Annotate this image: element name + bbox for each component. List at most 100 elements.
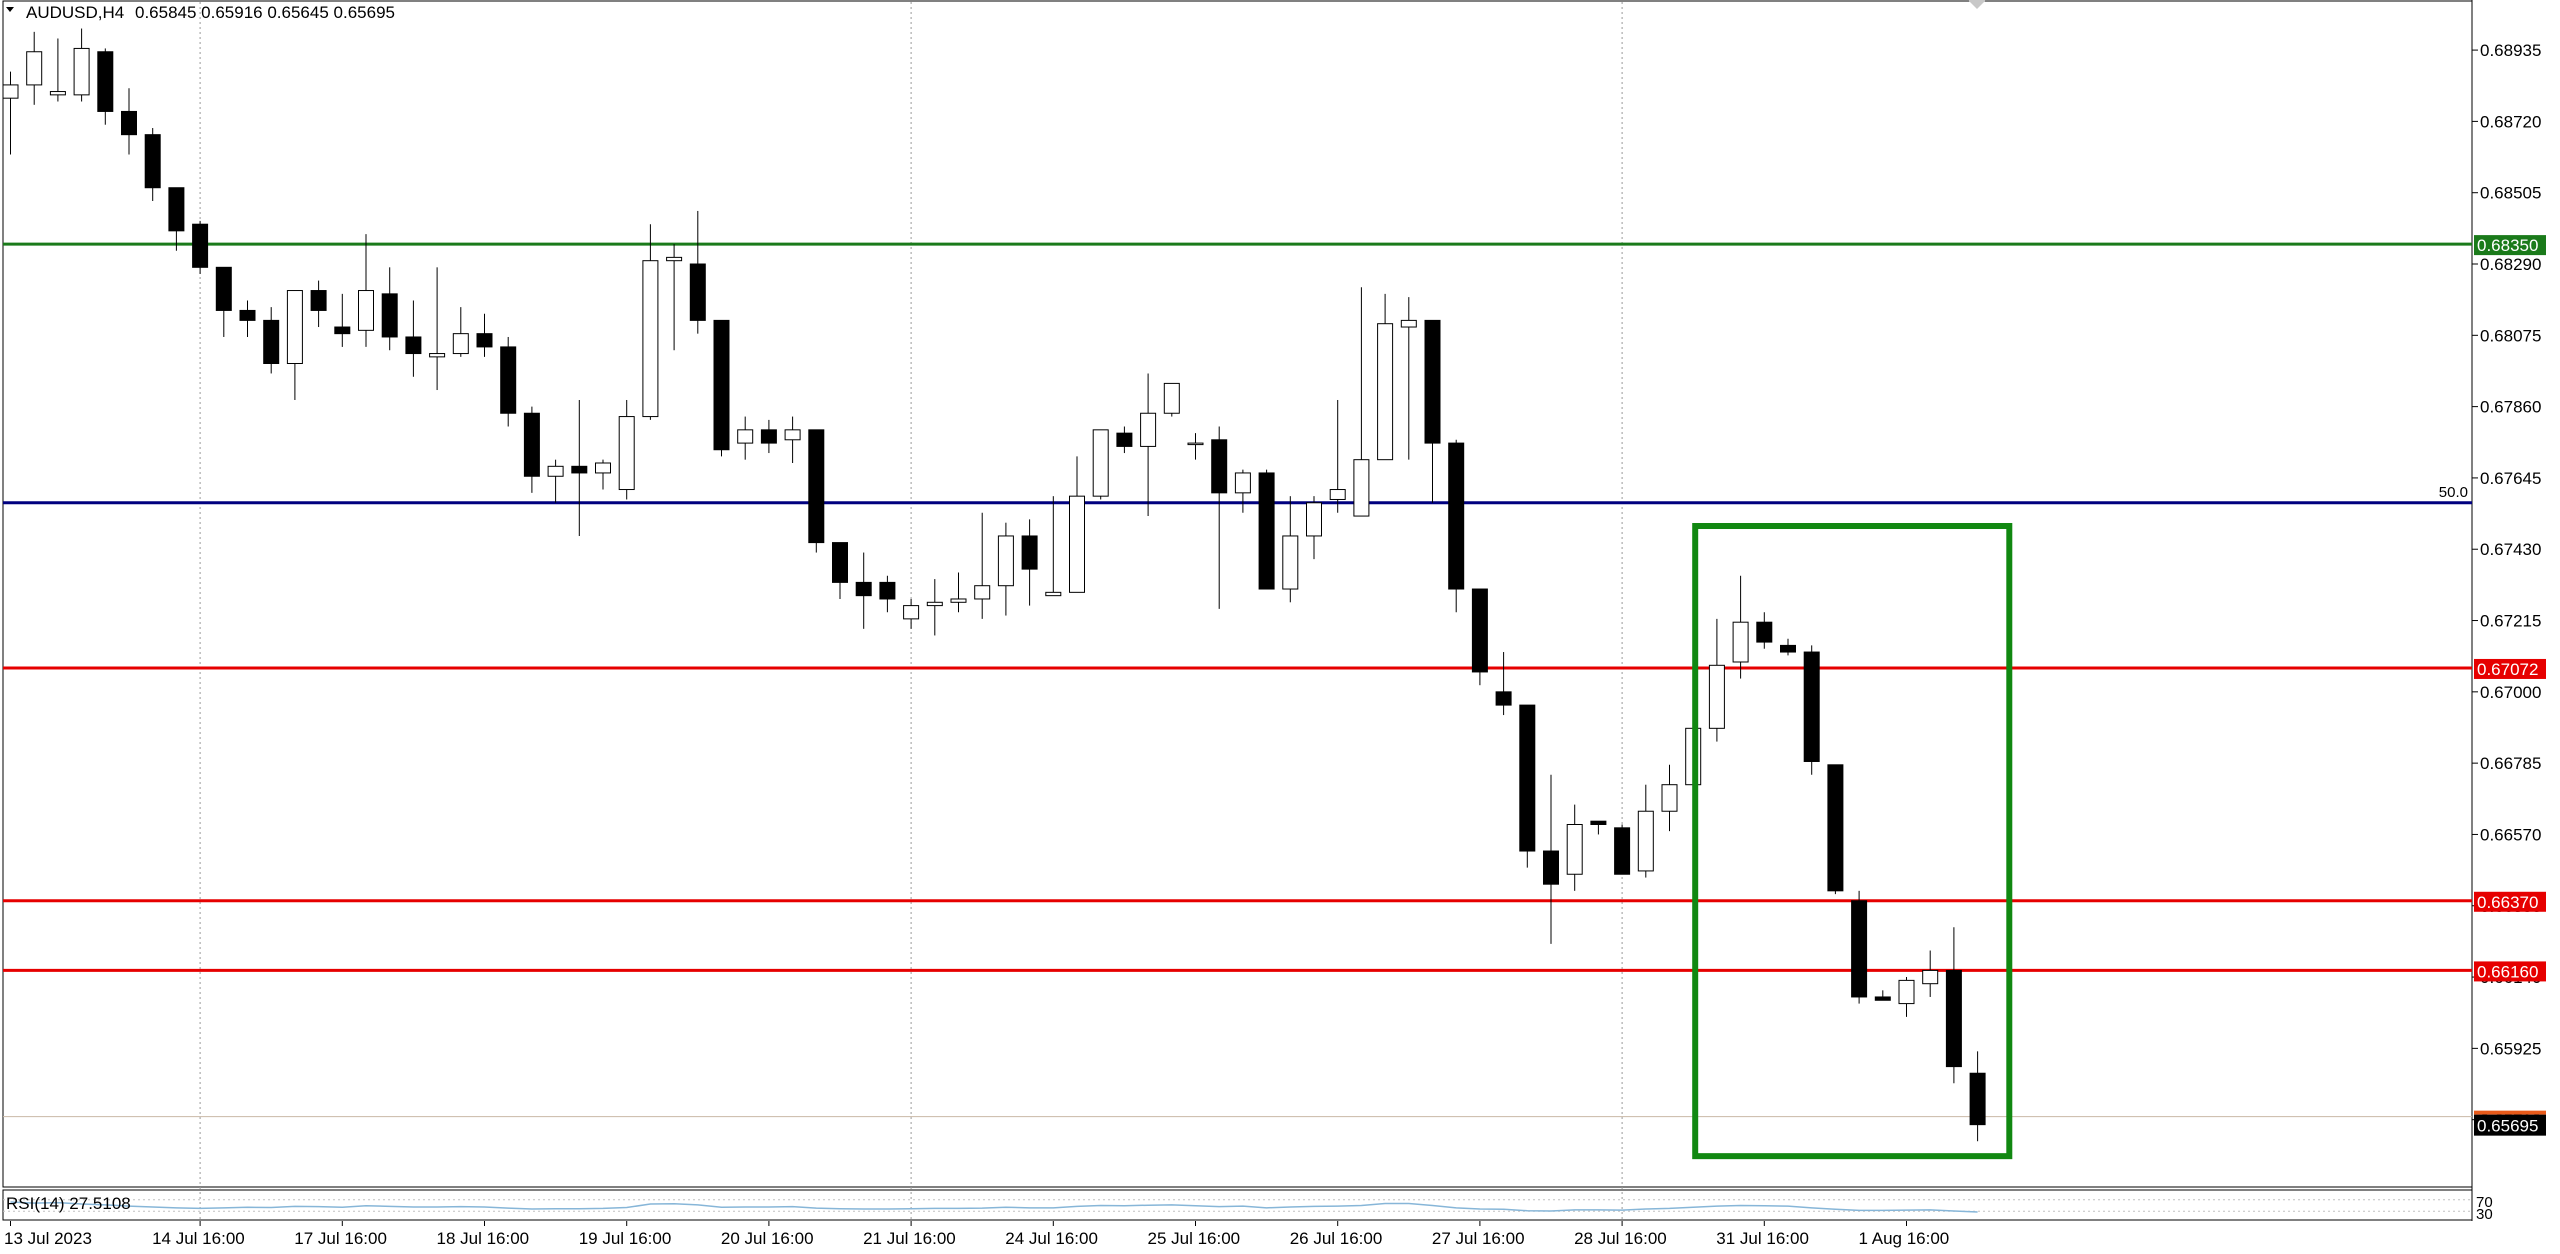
candle [1756,612,1773,649]
candle [215,266,232,337]
candle [1945,927,1962,1084]
y-tick-label: 0.67860 [2480,398,2541,417]
bull-candle-body [1234,472,1251,494]
bull-candle-body [358,290,374,331]
candle [2,71,19,155]
bear-candle-body [1827,764,1844,892]
bear-candle-body [1258,472,1275,590]
bear-candle-body [239,309,256,321]
bull-candle-body [1377,323,1394,461]
bull-candle-body [2,84,19,99]
y-tick-label: 0.67215 [2480,612,2541,631]
candle [263,307,280,374]
bull-candle-body [1045,591,1062,597]
candle [168,187,185,251]
bear-candle-body [571,465,588,474]
bull-candle-body [1140,412,1157,447]
fib-level-label: 50.0 [2439,484,2468,501]
horizontal-levels: 50.0 [3,242,2472,1118]
bull-candle-body [1898,979,1915,1005]
candle [1353,287,1370,517]
x-tick-label: 19 Jul 16:00 [579,1229,672,1248]
bear-candle-body [1543,850,1559,885]
highlight-box[interactable] [1692,523,2013,1160]
bear-candle-body [500,346,517,414]
time-axis: 13 Jul 2023 14 Jul 16:00 17 Jul 16:00 18 Ju… [4,1221,1949,1248]
grey-diamond-icon [1968,0,1986,9]
bear-candle-body [1780,644,1796,653]
candle [1803,645,1820,775]
candle [1140,373,1157,517]
candle [1092,429,1109,500]
candle [1543,774,1559,944]
x-tick-label: 21 Jul 16:00 [863,1229,956,1248]
bull-candle-body [429,353,446,358]
candle [926,579,943,636]
bull-candle-body [1187,442,1204,446]
candle [1637,784,1654,878]
bull-candle-body [1329,489,1346,500]
y-tick-label: 0.68935 [2480,41,2541,60]
candles [2,28,1986,1142]
candle [73,28,90,102]
candle [405,300,422,377]
candle [1519,704,1536,868]
candle [286,290,303,400]
rsi-line [10,1201,1978,1213]
bull-candle-body [547,465,564,477]
candle [1898,977,1915,1017]
y-tick-label: 0.65925 [2480,1039,2541,1058]
rsi-pane-frame [2,1189,2473,1221]
candle [1021,519,1038,606]
candle [121,88,137,155]
bull-candle-body [950,598,967,603]
candle [1614,824,1631,875]
candle [642,224,659,420]
bear-candle-body [97,51,114,112]
current-price-tag [2474,1114,2546,1136]
bear-candle-body [1945,969,1962,1068]
bear-candle-body [263,319,280,365]
bull-candle-body [737,429,754,444]
x-tick-label: 28 Jul 16:00 [1574,1229,1667,1248]
candle [855,552,872,629]
candle [1732,575,1749,679]
candle [1163,382,1180,417]
price-tags: 0.68350 0.67072 0.66370 0.66160 0.65695 [2474,235,2546,1136]
price-tag-text: 0.67072 [2477,660,2538,679]
bull-candle-body [1282,535,1299,590]
price-tag-text: 0.66160 [2477,962,2538,981]
candle [760,419,777,454]
price-tag [2474,658,2546,679]
candle [547,459,564,503]
bear-candle-body [1969,1072,1986,1126]
bull-candle-body [997,535,1014,587]
candle [1400,297,1417,460]
x-tick-label: 24 Jul 16:00 [1005,1229,1098,1248]
bear-candle-body [476,333,493,348]
bear-candle-body [144,134,161,189]
y-tick-label: 0.68720 [2480,112,2541,131]
bear-candle-body [1803,651,1820,762]
y-tick-label: 0.68075 [2480,326,2541,345]
candle [239,300,256,337]
candle [879,575,896,613]
bear-candle-body [121,110,137,136]
y-tick-label: 0.66785 [2480,754,2541,773]
bear-candle-body [1448,442,1465,590]
symbol-label: AUDUSD,H4 [26,3,124,22]
candle [808,429,825,553]
candle [1377,293,1394,461]
candle [1851,890,1868,1004]
chevron-down-icon[interactable] [6,7,14,12]
y-tick-label: 0.67645 [2480,469,2541,488]
bull-candle-body [974,585,991,600]
candle [334,293,351,347]
candle [476,313,493,357]
main-plot-frame [2,0,2473,1188]
candle [523,406,540,493]
green-rectangle[interactable] [1692,523,2013,1160]
bear-candle-body [1756,621,1773,643]
bull-candle-body [618,416,635,491]
